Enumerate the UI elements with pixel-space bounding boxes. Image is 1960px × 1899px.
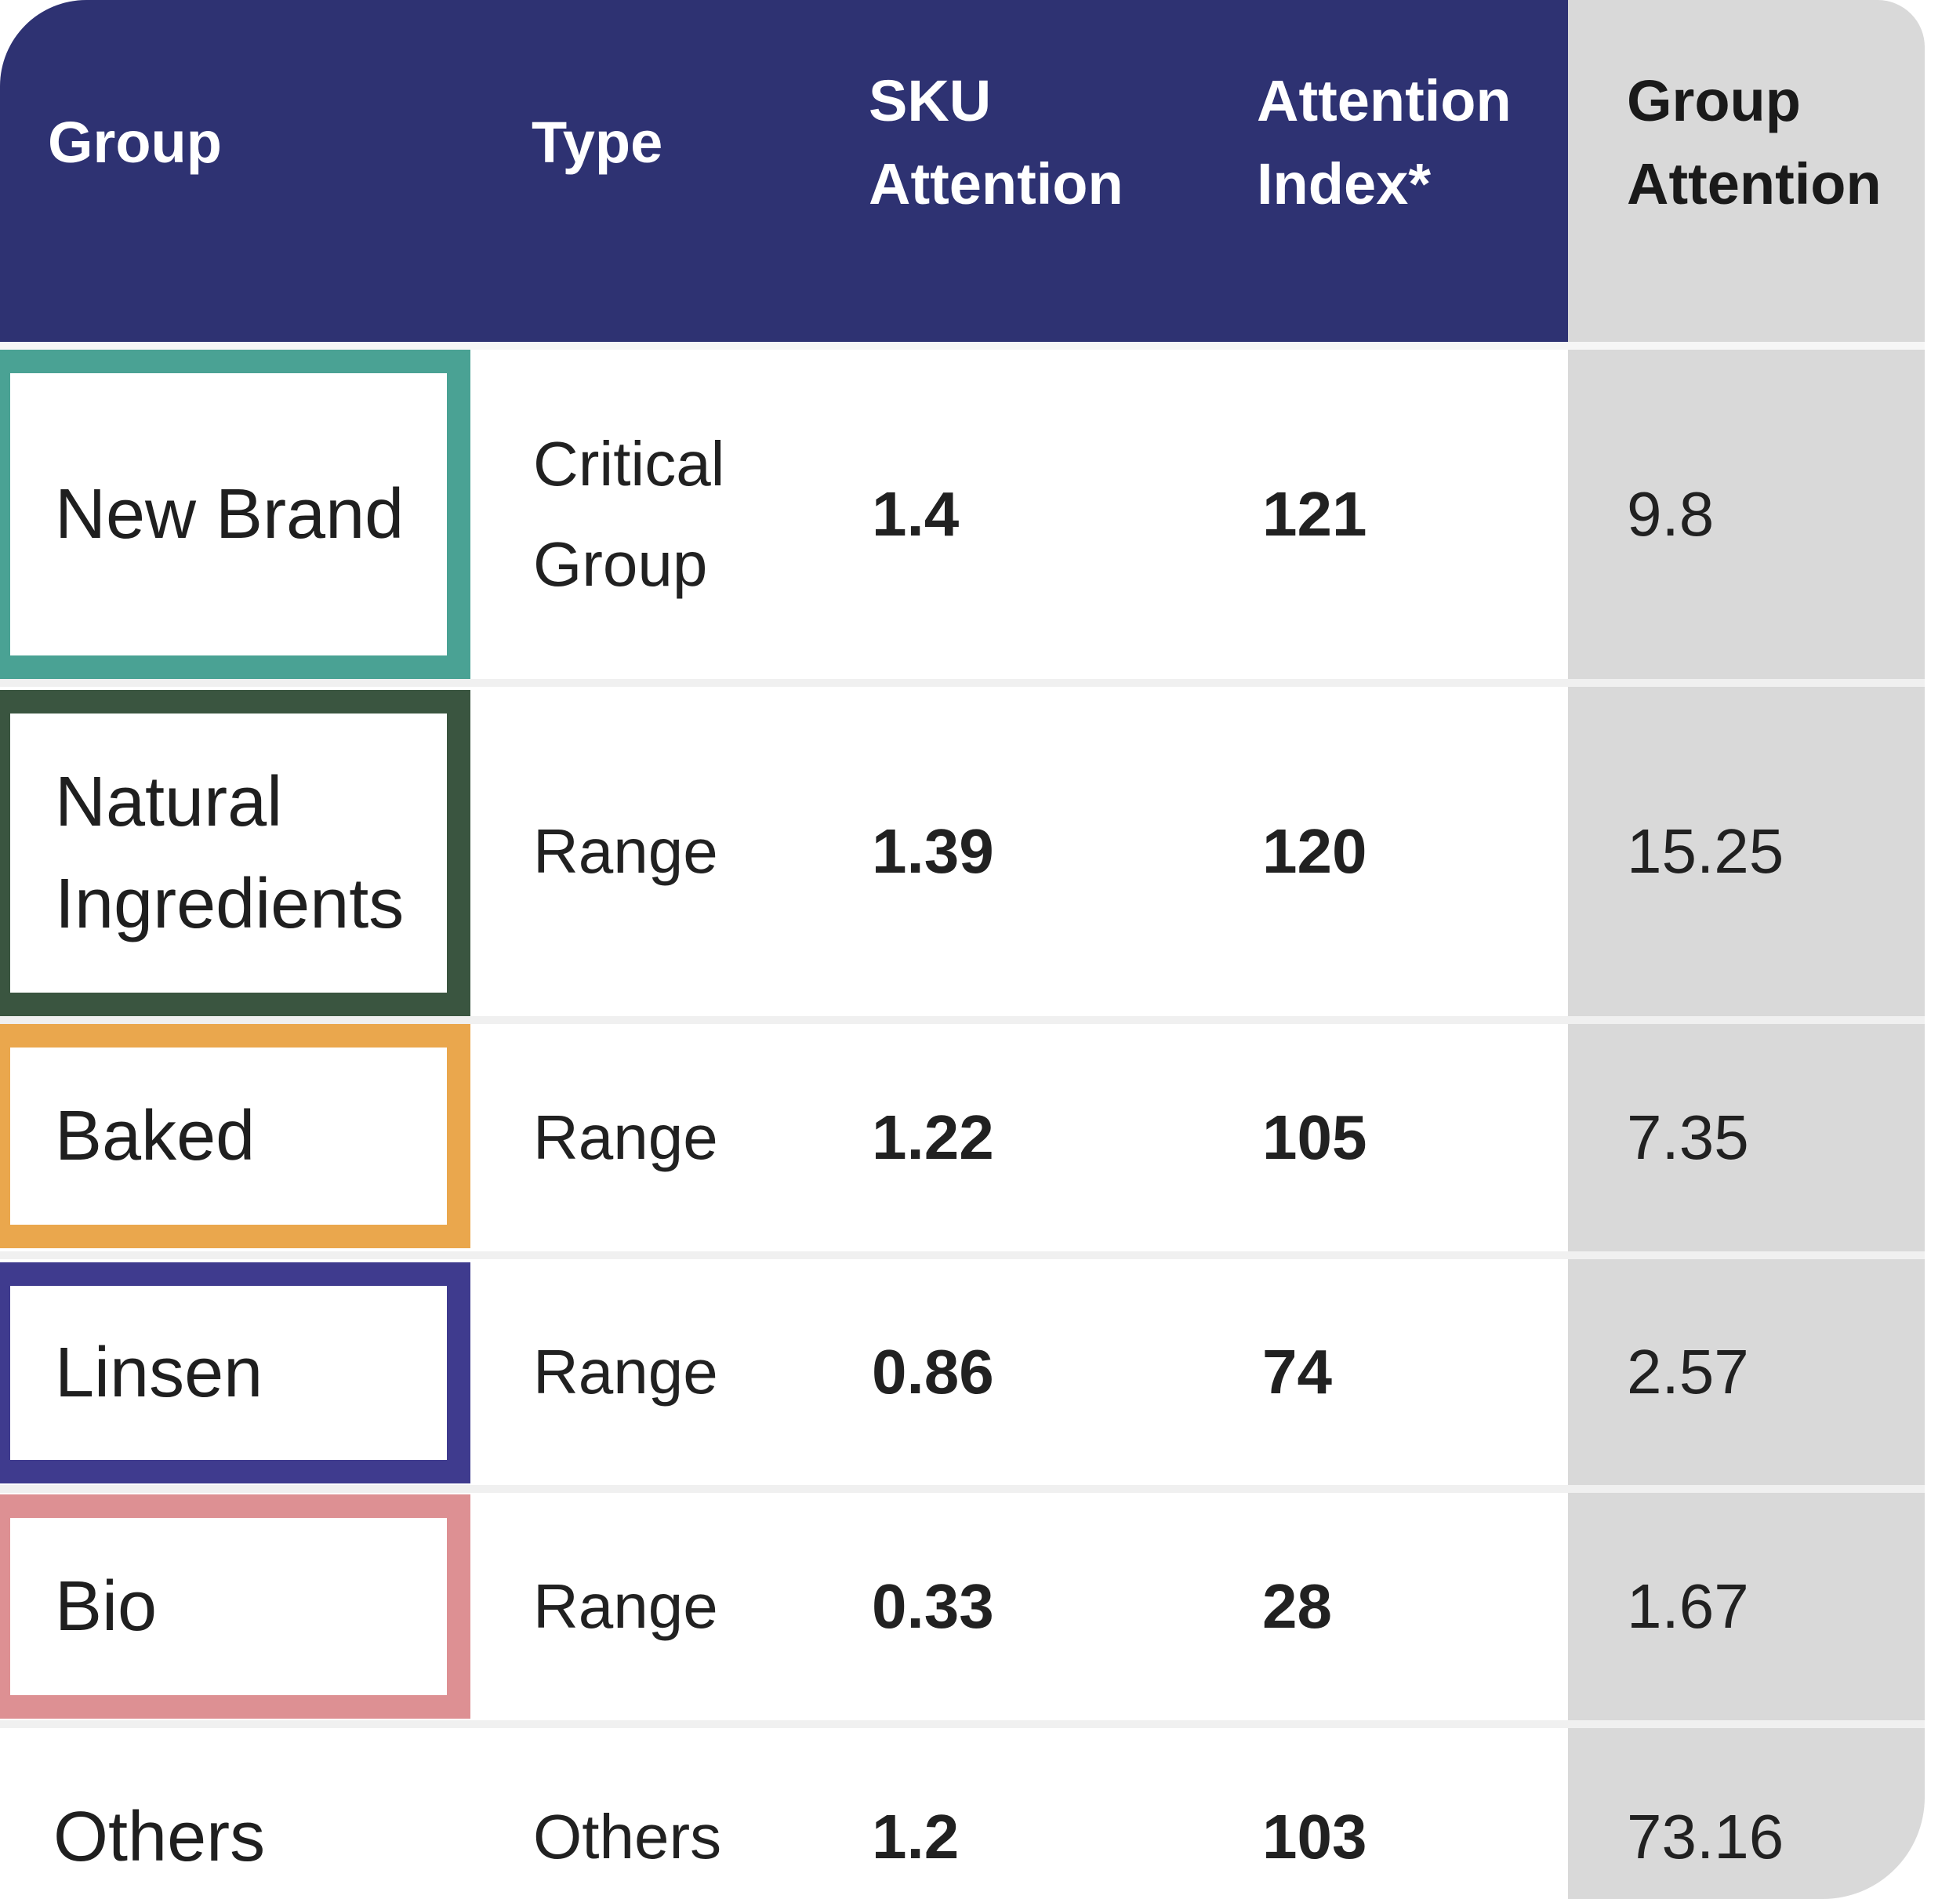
attention-index-cell: 103: [1262, 1802, 1367, 1872]
column-header-type: Type: [532, 110, 663, 175]
table-row: Critical Group 1.4 121 9.8: [0, 350, 1925, 679]
type-cell: Range: [533, 1571, 718, 1641]
type-cell: Others: [533, 1802, 722, 1872]
sku-attention-cell: 1.4: [872, 479, 960, 549]
group-legend-box-pink: Bio: [0, 1494, 470, 1719]
column-header-group: Group: [48, 110, 222, 175]
group-legend-box-dark-green: Natural Ingredients: [0, 690, 470, 1016]
sku-attention-cell: 0.86: [872, 1337, 994, 1407]
type-cell: Range: [533, 816, 718, 886]
sku-attention-cell: 1.22: [872, 1102, 994, 1172]
sku-attention-cell: 0.33: [872, 1571, 994, 1641]
sku-attention-cell: 1.39: [872, 816, 994, 886]
group-name: Linsen: [55, 1333, 263, 1412]
group-attention-cell: 15.25: [1627, 816, 1784, 886]
column-header-attention-index: Attention Index*: [1257, 68, 1512, 216]
attention-index-cell: 105: [1262, 1102, 1367, 1172]
group-name: New Brand: [55, 474, 405, 554]
group-attention-cell: 2.57: [1627, 1337, 1749, 1407]
group-name: Others: [53, 1797, 266, 1876]
row-separator: [0, 1016, 1925, 1024]
row-separator: [0, 679, 1925, 687]
group-attention-column-background: [1568, 0, 1925, 1899]
attention-index-cell: 28: [1262, 1571, 1332, 1641]
table-row: Range 0.33 28 1.67: [0, 1493, 1925, 1720]
row-separator: [0, 1251, 1925, 1259]
group-attention-cell: 7.35: [1627, 1102, 1749, 1172]
row-separator: [0, 1720, 1925, 1728]
group-name: Natural Ingredients: [55, 762, 405, 944]
group-attention-cell: 9.8: [1627, 479, 1715, 549]
group-legend-box-purple: Linsen: [0, 1262, 470, 1483]
group-name: Baked: [55, 1096, 256, 1175]
group-legend-box-teal: New Brand: [0, 350, 470, 679]
row-separator: [0, 1485, 1925, 1493]
table-row: Range 1.39 120 15.25: [0, 687, 1925, 1016]
group-legend-box-orange: Baked: [0, 1024, 470, 1248]
table-row: Range 1.22 105 7.35: [0, 1024, 1925, 1251]
type-cell: Critical Group: [533, 429, 725, 599]
attention-index-cell: 121: [1262, 479, 1367, 549]
row-separator: [0, 342, 1925, 350]
table-row: Range 0.86 74 2.57: [0, 1259, 1925, 1485]
group-attention-cell: 1.67: [1627, 1571, 1749, 1641]
group-name: Bio: [55, 1567, 158, 1646]
table-row: Others Others 1.2 103 73.16: [0, 1728, 1925, 1899]
group-attention-cell: 73.16: [1627, 1802, 1784, 1872]
type-cell: Range: [533, 1102, 718, 1172]
type-cell: Range: [533, 1337, 718, 1407]
attention-index-cell: 120: [1262, 816, 1367, 886]
table-header-background: [0, 0, 1568, 342]
column-header-group-attention: Group Attention: [1627, 68, 1882, 216]
column-header-sku-attention: SKU Attention: [869, 68, 1123, 216]
sku-attention-cell: 1.2: [872, 1802, 960, 1872]
attention-index-cell: 74: [1262, 1337, 1332, 1407]
